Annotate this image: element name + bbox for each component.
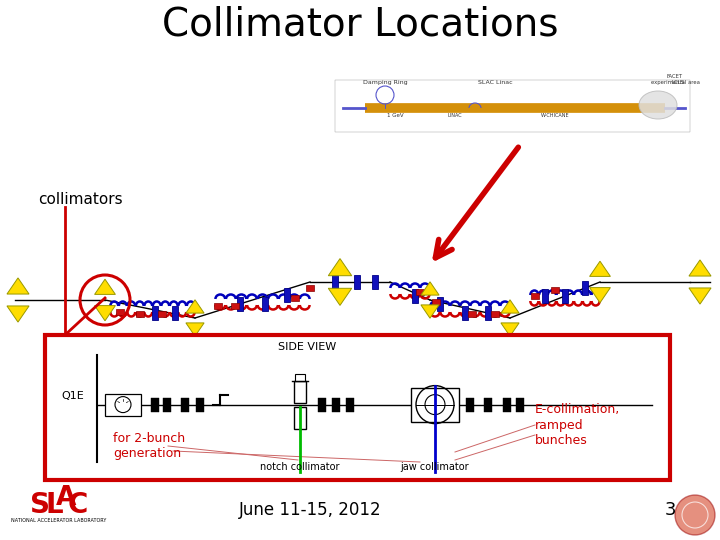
Bar bbox=[172, 306, 178, 320]
Polygon shape bbox=[186, 300, 204, 313]
Bar bbox=[45, 335, 670, 480]
Bar bbox=[181, 397, 189, 411]
Bar bbox=[136, 311, 144, 317]
Bar bbox=[163, 397, 171, 411]
Bar bbox=[432, 299, 440, 305]
Bar bbox=[551, 287, 559, 293]
Text: Collimator Locations: Collimator Locations bbox=[162, 6, 558, 44]
Bar bbox=[411, 388, 459, 422]
Ellipse shape bbox=[639, 91, 677, 119]
Bar bbox=[318, 397, 326, 411]
Text: W-chicane lattice (cartoon): W-chicane lattice (cartoon) bbox=[168, 338, 412, 356]
Polygon shape bbox=[501, 300, 519, 313]
Polygon shape bbox=[421, 282, 439, 295]
Polygon shape bbox=[689, 288, 711, 304]
Text: LINAC: LINAC bbox=[448, 113, 462, 118]
Polygon shape bbox=[94, 306, 115, 321]
Text: SIDE VIEW: SIDE VIEW bbox=[279, 342, 337, 352]
Text: 1 GeV: 1 GeV bbox=[387, 113, 403, 118]
Bar bbox=[484, 397, 492, 411]
Bar bbox=[416, 289, 424, 295]
Bar bbox=[354, 275, 360, 289]
Bar bbox=[437, 297, 443, 311]
Text: E-collimation,
ramped
bunches: E-collimation, ramped bunches bbox=[535, 403, 620, 447]
Text: FACET
experimental area: FACET experimental area bbox=[651, 74, 699, 85]
Bar bbox=[105, 394, 141, 416]
Bar bbox=[542, 289, 548, 303]
Bar bbox=[516, 397, 524, 411]
Bar bbox=[295, 374, 305, 381]
Circle shape bbox=[675, 495, 715, 535]
Bar bbox=[468, 311, 476, 317]
Bar bbox=[332, 397, 340, 411]
Bar bbox=[152, 306, 158, 320]
Bar bbox=[412, 289, 418, 303]
Text: June 11-15, 2012: June 11-15, 2012 bbox=[239, 501, 382, 519]
Bar bbox=[158, 311, 166, 317]
Bar bbox=[372, 275, 378, 289]
Text: A: A bbox=[56, 485, 76, 511]
Text: W-CHICANE: W-CHICANE bbox=[541, 113, 570, 118]
Bar bbox=[196, 397, 204, 411]
Text: notch collimator: notch collimator bbox=[260, 462, 340, 472]
Bar bbox=[306, 285, 314, 291]
Polygon shape bbox=[328, 288, 351, 306]
Bar bbox=[237, 297, 243, 311]
Bar bbox=[466, 397, 474, 411]
Text: Q1E: Q1E bbox=[62, 391, 84, 401]
Text: L: L bbox=[45, 491, 63, 519]
Bar bbox=[151, 397, 159, 411]
Polygon shape bbox=[7, 278, 29, 294]
Polygon shape bbox=[590, 261, 611, 276]
Text: for 2-bunch
generation: for 2-bunch generation bbox=[113, 432, 185, 460]
Bar bbox=[462, 306, 468, 320]
Text: S: S bbox=[30, 491, 50, 519]
Polygon shape bbox=[689, 260, 711, 276]
Bar bbox=[503, 397, 511, 411]
Polygon shape bbox=[328, 259, 351, 276]
Bar bbox=[335, 80, 690, 132]
Polygon shape bbox=[501, 323, 519, 336]
Bar bbox=[284, 288, 290, 302]
Bar bbox=[262, 297, 268, 311]
Bar bbox=[582, 281, 588, 295]
Text: C: C bbox=[68, 491, 88, 519]
Bar bbox=[346, 397, 354, 411]
Text: Damping Ring: Damping Ring bbox=[363, 80, 408, 85]
Text: SLAC Linac: SLAC Linac bbox=[477, 80, 513, 85]
Bar bbox=[294, 407, 306, 429]
Bar bbox=[231, 303, 239, 309]
Text: 3: 3 bbox=[665, 501, 676, 519]
Polygon shape bbox=[590, 288, 611, 303]
Text: NATIONAL ACCELERATOR LABORATORY: NATIONAL ACCELERATOR LABORATORY bbox=[12, 517, 107, 523]
Bar bbox=[294, 381, 306, 403]
Bar bbox=[291, 295, 299, 301]
Text: LCLS: LCLS bbox=[672, 80, 685, 85]
Polygon shape bbox=[421, 305, 439, 318]
Bar bbox=[332, 275, 338, 289]
Bar bbox=[531, 293, 539, 299]
Polygon shape bbox=[7, 306, 29, 322]
Text: collimators: collimators bbox=[38, 192, 122, 207]
Polygon shape bbox=[94, 279, 115, 294]
Bar bbox=[491, 311, 499, 317]
Polygon shape bbox=[186, 323, 204, 336]
Bar bbox=[485, 306, 491, 320]
Bar bbox=[214, 303, 222, 309]
Text: jaw collimator: jaw collimator bbox=[401, 462, 469, 472]
Bar bbox=[562, 289, 568, 303]
Bar bbox=[116, 309, 124, 315]
